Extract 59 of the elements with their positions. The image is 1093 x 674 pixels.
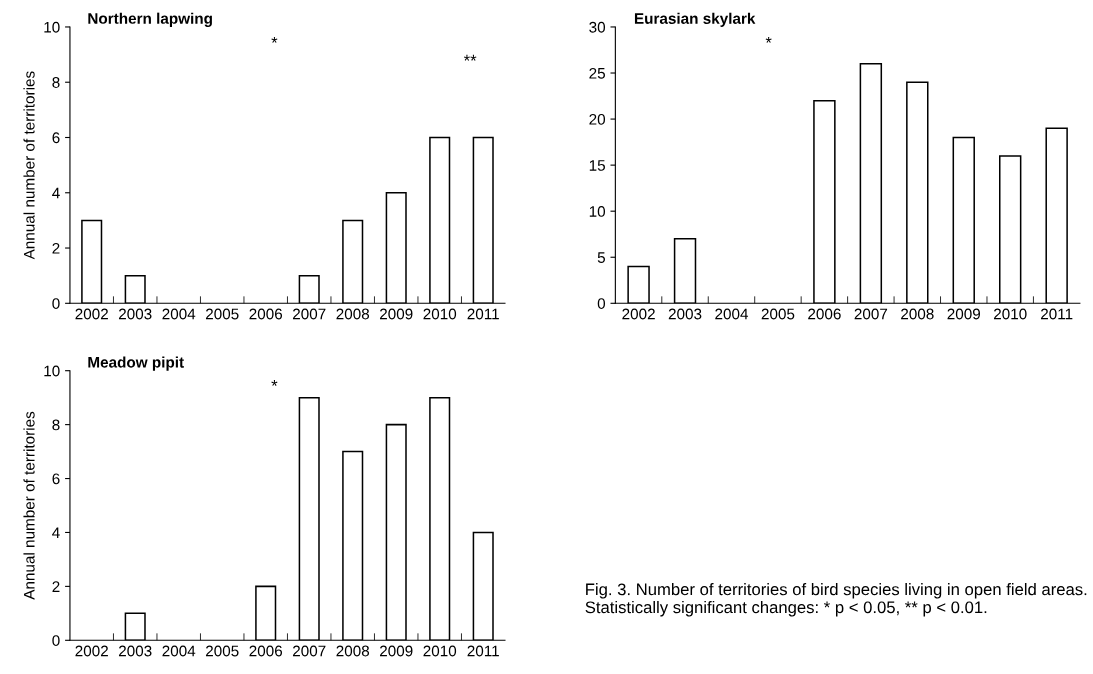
x-tick-label: 2007: [292, 645, 326, 657]
x-tick-label: 2011: [1041, 308, 1073, 320]
y-tick-label: 25: [589, 67, 605, 79]
y-axis-title: Annual number of territories: [23, 411, 35, 600]
y-tick-label: 0: [597, 298, 606, 309]
y-tick-label: 8: [52, 77, 60, 88]
x-tick-label: 2006: [808, 308, 841, 320]
x-tick-label: 2011: [467, 308, 499, 320]
y-tick-label: 4: [52, 187, 60, 199]
x-tick-label: 2010: [993, 308, 1027, 320]
x-tick-label: 2006: [249, 308, 283, 320]
chart-title: Meadow pipit: [88, 356, 184, 371]
x-tick-label: 2009: [379, 308, 413, 320]
y-tick-label: 2: [52, 242, 60, 254]
x-tick-label: 2005: [205, 645, 239, 657]
chart-title: Northern lapwing: [88, 12, 212, 27]
y-tick-label: 20: [589, 113, 606, 125]
x-tick-label: 2008: [336, 308, 370, 320]
x-tick-label: 2005: [205, 308, 239, 320]
y-tick-label: 6: [52, 473, 60, 485]
y-tick-label: 10: [44, 21, 60, 33]
x-tick-label: 2003: [668, 308, 702, 320]
y-tick-label: 2: [52, 581, 60, 592]
chart-title: Eurasian skylark: [634, 12, 756, 27]
x-tick-label: 2007: [854, 308, 888, 320]
caption: Fig. 3. Number of territories of bird species living in open field areas. Statistically significant changes: * p < 0.05, ** p < 0.01.: [585, 583, 1087, 617]
y-tick-label: 5: [597, 252, 605, 263]
y-tick-label: 30: [589, 21, 606, 33]
y-tick-label: 8: [52, 419, 60, 431]
y-tick-label: 0: [52, 635, 60, 646]
x-tick-label: 2010: [423, 645, 457, 657]
x-tick-label: 2002: [622, 308, 655, 320]
annotation: **: [463, 54, 477, 61]
y-tick-label: 0: [52, 298, 60, 309]
x-tick-label: 2005: [761, 308, 795, 320]
annotation: *: [271, 380, 278, 386]
annotation: *: [271, 36, 278, 43]
x-tick-label: 2010: [423, 308, 457, 320]
x-tick-label: 2011: [467, 645, 499, 657]
x-tick-label: 2002: [75, 645, 108, 657]
annotation: *: [765, 36, 772, 43]
x-tick-label: 2003: [118, 308, 152, 320]
x-tick-label: 2002: [75, 308, 108, 320]
y-axis-title: Annual number of territories: [23, 71, 35, 260]
y-tick-label: 10: [44, 365, 60, 377]
y-tick-label: 10: [589, 206, 606, 217]
x-tick-label: 2008: [336, 645, 370, 657]
x-tick-label: 2006: [249, 645, 283, 657]
x-tick-label: 2003: [118, 645, 152, 657]
x-tick-label: 2004: [715, 308, 749, 320]
x-tick-label: 2009: [947, 308, 981, 320]
x-tick-label: 2007: [292, 308, 326, 320]
x-tick-label: 2004: [162, 308, 196, 320]
x-tick-label: 2008: [901, 308, 934, 320]
x-tick-label: 2009: [379, 645, 413, 657]
y-tick-label: 6: [52, 132, 60, 144]
x-tick-label: 2004: [162, 645, 196, 657]
y-tick-label: 4: [52, 527, 60, 538]
y-tick-label: 15: [589, 160, 605, 171]
